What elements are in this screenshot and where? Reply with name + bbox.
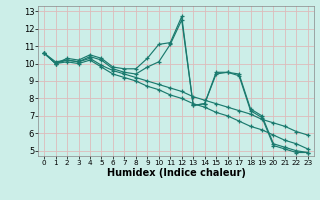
X-axis label: Humidex (Indice chaleur): Humidex (Indice chaleur)	[107, 168, 245, 178]
